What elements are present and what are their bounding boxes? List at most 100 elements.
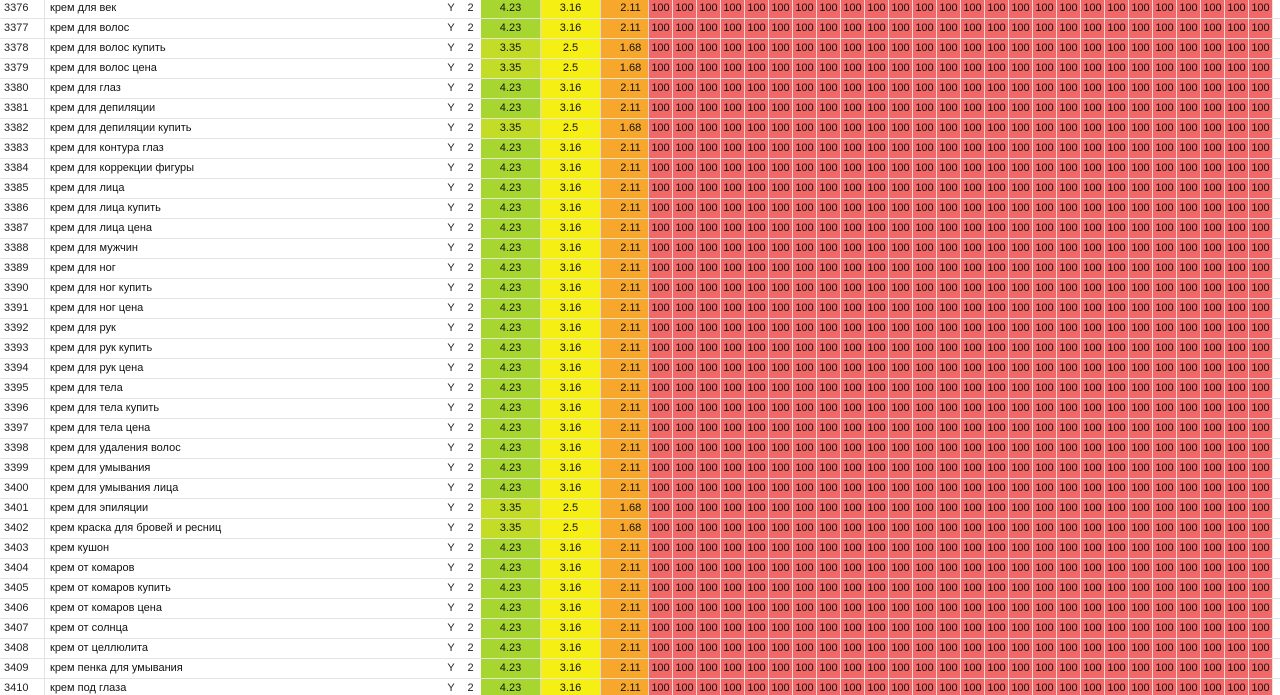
heat-cell[interactable]: 100	[1009, 519, 1033, 538]
heat-cell[interactable]: 100	[913, 19, 937, 38]
heat-cell[interactable]: 100	[793, 179, 817, 198]
heat-cell[interactable]: 100	[1153, 279, 1177, 298]
score-1-cell[interactable]: 4.23	[481, 219, 541, 238]
heat-cell[interactable]: 100	[1081, 259, 1105, 278]
heat-cell[interactable]: 100	[793, 519, 817, 538]
heat-cell[interactable]: 100	[841, 519, 865, 538]
heat-cell[interactable]: 100	[889, 599, 913, 618]
flag-cell[interactable]: Y	[447, 342, 455, 354]
heat-cell[interactable]: 100	[1057, 359, 1081, 378]
heat-cell[interactable]: 100	[937, 139, 961, 158]
heat-cell[interactable]: 100	[721, 479, 745, 498]
heat-cell[interactable]: 100	[985, 39, 1009, 58]
heat-cell[interactable]: 100	[721, 659, 745, 678]
heat-cell[interactable]: 100	[745, 559, 769, 578]
heat-cell[interactable]: 100	[1249, 219, 1273, 238]
heat-cell[interactable]: 100	[1201, 219, 1225, 238]
score-1-cell[interactable]: 4.23	[481, 439, 541, 458]
heat-cell[interactable]: 100	[721, 19, 745, 38]
heat-cell[interactable]: 100	[1153, 199, 1177, 218]
heat-cell[interactable]: 100	[841, 319, 865, 338]
heat-cell[interactable]: 100	[1201, 239, 1225, 258]
heat-cell[interactable]: 100	[913, 399, 937, 418]
heat-cell[interactable]: 100	[1201, 659, 1225, 678]
heat-cell[interactable]: 100	[769, 499, 793, 518]
heat-cell[interactable]: 100	[889, 359, 913, 378]
count-cell[interactable]: 2	[467, 282, 474, 294]
heat-cell[interactable]: 100	[1177, 239, 1201, 258]
heat-cell[interactable]: 100	[1153, 39, 1177, 58]
heat-cell[interactable]: 100	[817, 199, 841, 218]
heat-cell[interactable]: 100	[1057, 399, 1081, 418]
keyword-cell[interactable]: крем для контура глаз	[50, 142, 164, 154]
score-3-cell[interactable]: 2.11	[601, 339, 649, 358]
heat-cell[interactable]: 100	[1249, 39, 1273, 58]
heat-cell[interactable]: 100	[1009, 539, 1033, 558]
heat-cell[interactable]: 100	[841, 0, 865, 18]
heat-cell[interactable]: 100	[1033, 59, 1057, 78]
heat-cell[interactable]: 100	[817, 659, 841, 678]
heat-cell[interactable]: 100	[793, 339, 817, 358]
heat-cell[interactable]: 100	[841, 299, 865, 318]
heat-cell[interactable]: 100	[865, 299, 889, 318]
heat-cell[interactable]: 100	[793, 579, 817, 598]
flag-cell[interactable]: Y	[447, 222, 455, 234]
heat-cell[interactable]: 100	[937, 539, 961, 558]
heat-cell[interactable]: 100	[1225, 499, 1249, 518]
heat-cell[interactable]: 100	[913, 459, 937, 478]
heat-cell[interactable]: 100	[1033, 579, 1057, 598]
heat-cell[interactable]: 100	[793, 619, 817, 638]
heat-cell[interactable]: 100	[1033, 639, 1057, 658]
heat-cell[interactable]: 100	[745, 179, 769, 198]
keyword-cell[interactable]: крем для коррекции фигуры	[50, 162, 194, 174]
heat-cell[interactable]: 100	[1105, 19, 1129, 38]
heat-cell[interactable]: 100	[865, 599, 889, 618]
heat-cell[interactable]: 100	[1177, 39, 1201, 58]
heat-cell[interactable]: 100	[1225, 219, 1249, 238]
score-1-cell[interactable]: 3.35	[481, 519, 541, 538]
heat-cell[interactable]: 100	[1105, 99, 1129, 118]
heat-cell[interactable]: 100	[1105, 119, 1129, 138]
heat-cell[interactable]: 100	[937, 439, 961, 458]
heat-cell[interactable]: 100	[1129, 639, 1153, 658]
heat-cell[interactable]: 100	[1177, 519, 1201, 538]
heat-cell[interactable]: 100	[889, 559, 913, 578]
heat-cell[interactable]: 100	[1153, 159, 1177, 178]
keyword-cell[interactable]: крем краска для бровей и ресниц	[50, 522, 222, 534]
heat-cell[interactable]: 100	[1033, 219, 1057, 238]
heat-cell[interactable]: 100	[961, 399, 985, 418]
heat-cell[interactable]: 100	[745, 379, 769, 398]
heat-cell[interactable]: 100	[961, 439, 985, 458]
heat-cell[interactable]: 100	[841, 639, 865, 658]
heat-cell[interactable]: 100	[1153, 79, 1177, 98]
heat-cell[interactable]: 100	[1249, 599, 1273, 618]
heat-cell[interactable]: 100	[769, 139, 793, 158]
heat-cell[interactable]: 100	[697, 359, 721, 378]
heat-cell[interactable]: 100	[1225, 339, 1249, 358]
heat-cell[interactable]: 100	[1225, 99, 1249, 118]
heat-cell[interactable]: 100	[961, 59, 985, 78]
heat-cell[interactable]: 100	[1057, 519, 1081, 538]
heat-cell[interactable]: 100	[1153, 259, 1177, 278]
heat-cell[interactable]: 100	[985, 659, 1009, 678]
row-number-cell[interactable]: 3380	[0, 79, 45, 98]
heat-cell[interactable]: 100	[1105, 499, 1129, 518]
heat-cell[interactable]: 100	[889, 499, 913, 518]
heat-cell[interactable]: 100	[721, 259, 745, 278]
score-3-cell[interactable]: 2.11	[601, 279, 649, 298]
heat-cell[interactable]: 100	[865, 399, 889, 418]
heat-cell[interactable]: 100	[769, 299, 793, 318]
heat-cell[interactable]: 100	[1153, 179, 1177, 198]
score-2-cell[interactable]: 2.5	[541, 519, 601, 538]
heat-cell[interactable]: 100	[673, 319, 697, 338]
heat-cell[interactable]: 100	[793, 59, 817, 78]
heat-cell[interactable]: 100	[1225, 639, 1249, 658]
row-number-cell[interactable]: 3386	[0, 199, 45, 218]
heat-cell[interactable]: 100	[769, 659, 793, 678]
heat-cell[interactable]: 100	[721, 59, 745, 78]
heat-cell[interactable]: 100	[1105, 339, 1129, 358]
heat-cell[interactable]: 100	[1201, 159, 1225, 178]
heat-cell[interactable]: 100	[865, 359, 889, 378]
heat-cell[interactable]: 100	[649, 39, 673, 58]
heat-cell[interactable]: 100	[937, 319, 961, 338]
